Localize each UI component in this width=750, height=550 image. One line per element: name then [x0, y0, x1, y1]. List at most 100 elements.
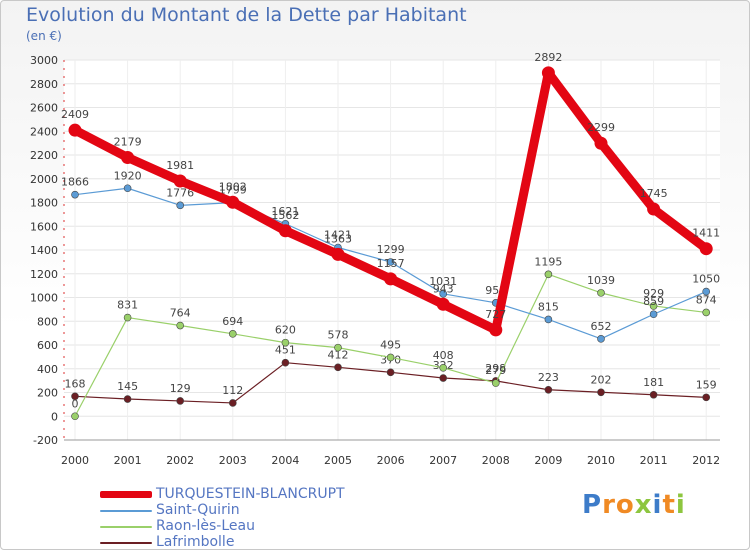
- data-label: 451: [275, 344, 296, 357]
- x-tick-label: 2012: [692, 454, 720, 467]
- data-label: 620: [275, 324, 296, 337]
- x-tick-label: 2010: [587, 454, 615, 467]
- data-point: [71, 190, 79, 199]
- y-tick-label: 1600: [30, 220, 58, 233]
- data-point: [386, 258, 395, 266]
- data-point: [649, 390, 658, 399]
- y-tick-label: 2200: [30, 149, 58, 162]
- data-point: [226, 195, 240, 209]
- data-label: 112: [222, 384, 243, 397]
- data-point: [436, 297, 450, 311]
- data-point: [649, 302, 658, 310]
- data-point: [278, 224, 292, 238]
- chart-unit: (en €): [26, 29, 62, 43]
- data-point: [68, 123, 82, 137]
- legend-swatch: [100, 491, 152, 498]
- data-point: [71, 392, 79, 401]
- data-label: 1802: [219, 180, 247, 193]
- data-label: 1195: [534, 255, 562, 268]
- data-point: [597, 335, 605, 343]
- data-point: [541, 66, 555, 80]
- data-label: 1363: [324, 232, 352, 245]
- legend-label: TURQUESTEIN-BLANCRUPT: [156, 486, 345, 502]
- data-label: 815: [538, 300, 559, 313]
- data-point: [439, 363, 448, 372]
- y-tick-label: 2000: [30, 173, 58, 186]
- data-label: 652: [591, 320, 612, 333]
- data-point: [229, 330, 237, 338]
- data-label: 1421: [324, 229, 352, 242]
- data-point: [489, 323, 503, 337]
- data-label: 159: [696, 378, 717, 391]
- chart-title: Evolution du Montant de la Dette par Hab…: [26, 4, 467, 26]
- data-point: [597, 388, 605, 397]
- data-point: [123, 395, 132, 403]
- x-tick-label: 2003: [219, 454, 247, 467]
- data-label: 694: [222, 315, 243, 328]
- legend-swatch: [100, 542, 152, 544]
- legend-swatch: [100, 526, 152, 528]
- data-label: 408: [433, 349, 454, 362]
- logo-letter: i: [652, 490, 663, 520]
- data-label: 1776: [166, 186, 194, 199]
- data-point: [176, 397, 184, 405]
- logo-letter: P: [582, 490, 603, 520]
- data-point: [544, 270, 553, 279]
- data-point: [439, 290, 448, 298]
- legend-label: Saint-Quirin: [156, 502, 240, 518]
- data-label: 2299: [587, 121, 615, 134]
- data-label: 145: [117, 380, 138, 393]
- data-label: 1621: [271, 205, 299, 218]
- y-tick-label: 400: [37, 363, 58, 376]
- y-tick-label: 800: [37, 315, 58, 328]
- data-point: [123, 184, 132, 193]
- y-tick-label: 2800: [30, 78, 58, 91]
- data-point: [702, 393, 711, 402]
- data-label: 129: [170, 382, 191, 395]
- data-label: 874: [696, 293, 717, 306]
- x-tick-label: 2007: [429, 454, 457, 467]
- data-point: [176, 201, 184, 210]
- y-tick-label: 1400: [30, 244, 58, 257]
- data-label: 412: [328, 348, 349, 361]
- y-tick-label: 2600: [30, 102, 58, 115]
- y-tick-label: -200: [33, 434, 58, 447]
- y-tick-label: 1200: [30, 268, 58, 281]
- data-point: [647, 202, 661, 216]
- y-tick-label: 200: [37, 387, 58, 400]
- x-tick-label: 2006: [377, 454, 405, 467]
- logo-letter: o: [615, 490, 635, 520]
- data-point: [699, 242, 713, 256]
- data-point: [702, 308, 711, 317]
- proxiti-logo: Proxiti: [582, 490, 686, 520]
- data-label: 279: [485, 364, 506, 377]
- data-label: 859: [643, 295, 664, 308]
- data-point: [121, 150, 135, 164]
- y-tick-label: 3000: [30, 54, 58, 67]
- data-label: 1031: [429, 275, 457, 288]
- data-label: 181: [643, 376, 664, 389]
- logo-letter: t: [662, 490, 676, 520]
- y-tick-label: 600: [37, 339, 58, 352]
- data-point: [334, 363, 342, 372]
- data-point: [384, 272, 398, 286]
- data-label: 831: [117, 299, 138, 312]
- data-label: 0: [72, 397, 79, 410]
- data-point: [331, 247, 345, 261]
- data-point: [176, 321, 184, 330]
- data-point: [173, 174, 187, 188]
- data-point: [281, 358, 290, 367]
- x-tick-label: 2005: [324, 454, 352, 467]
- data-label: 1299: [377, 243, 405, 256]
- data-point: [71, 412, 79, 421]
- data-point: [439, 374, 448, 382]
- data-label: 1562: [271, 209, 299, 222]
- data-point: [123, 313, 132, 322]
- y-tick-label: 1800: [30, 197, 58, 210]
- y-tick-label: 0: [51, 410, 58, 423]
- data-label: 1039: [587, 274, 615, 287]
- y-tick-label: 1000: [30, 292, 58, 305]
- data-label: 2409: [61, 108, 89, 121]
- data-point: [334, 343, 342, 352]
